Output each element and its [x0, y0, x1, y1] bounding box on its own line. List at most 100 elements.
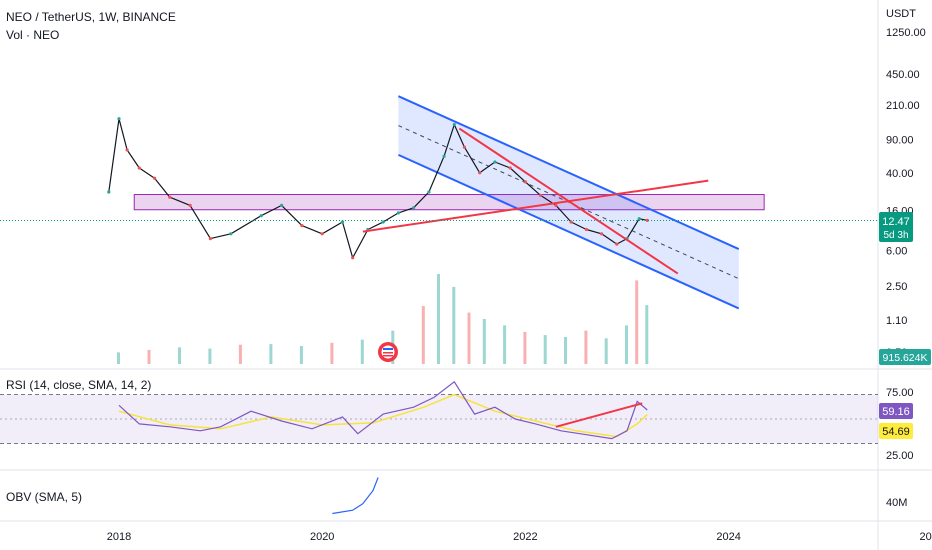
resistance-zone-layer[interactable] [133, 194, 765, 211]
price-point [427, 190, 431, 194]
obv-title[interactable]: OBV (SMA, 5) [6, 490, 83, 504]
price-point [554, 203, 558, 207]
price-tick-label: 90.00 [886, 135, 914, 147]
rsi-divergence-line [555, 402, 643, 428]
volume-bar [635, 280, 639, 364]
channel-lower-line [397, 153, 740, 310]
obv-series [332, 477, 379, 515]
volume-bar [299, 346, 303, 364]
price-point [381, 220, 385, 224]
rsi-value: 59.16 [882, 406, 910, 418]
price-tick-label: 2.50 [886, 281, 907, 293]
time-tick-label: 2022 [513, 531, 537, 543]
price-point [117, 117, 121, 121]
volume-bar [604, 338, 608, 364]
volume-bar [523, 331, 527, 364]
volume-bar [645, 305, 649, 364]
rsi-ma-value: 54.69 [882, 426, 910, 438]
price-point [615, 242, 619, 246]
last-price-badge: 12.47 5d 3h [879, 212, 913, 242]
volume-bars [117, 274, 649, 364]
trendline-up [362, 179, 709, 233]
price-tick-label: 1.10 [886, 315, 907, 327]
time-tick-label: 2018 [107, 531, 131, 543]
volume-bar [421, 306, 425, 364]
price-point [259, 214, 263, 218]
time-tick-label: 2020 [310, 531, 334, 543]
price-tick-label: 1250.00 [886, 27, 926, 39]
price-point [462, 145, 466, 149]
price-point [137, 166, 141, 170]
rsi-level-75: 75.00 [886, 387, 914, 399]
rsi-ma-badge: 54.69 [879, 423, 913, 439]
price-point [320, 232, 324, 236]
rsi-ma-line [118, 393, 648, 438]
channel-upper-line [397, 95, 740, 250]
volume-title[interactable]: Vol · NEO [6, 28, 60, 42]
volume-badge-value: 915.624K [883, 352, 928, 364]
volume-bar [467, 312, 471, 364]
rsi-level-25: 25.00 [886, 450, 914, 462]
price-point [523, 180, 528, 184]
resistance-zone [133, 194, 765, 211]
price-point [280, 203, 284, 207]
volume-bar [208, 348, 212, 364]
price-point [168, 195, 172, 199]
price-axis[interactable]: 1250.00450.00210.0090.0040.0016.006.002.… [886, 27, 926, 359]
volume-bar [269, 344, 273, 364]
price-point [508, 166, 512, 170]
trendlines[interactable] [362, 127, 709, 275]
price-point [229, 232, 233, 236]
currency-label: USDT [886, 8, 916, 20]
volume-bar [147, 349, 151, 364]
price-tick-label: 450.00 [886, 69, 920, 81]
price-point [584, 227, 589, 232]
price-tick-label: 6.00 [886, 245, 907, 257]
price-point [600, 232, 604, 236]
time-axis[interactable]: 20182020202220242026202820302032 [107, 531, 932, 543]
last-price-countdown: 5d 3h [883, 230, 908, 241]
price-point [340, 220, 345, 224]
volume-bar [360, 339, 364, 364]
last-price-value: 12.47 [882, 216, 910, 228]
volume-bar [503, 325, 507, 364]
price-point [300, 224, 304, 228]
volume-bar [564, 337, 567, 364]
volume-bar [625, 325, 628, 364]
price-point [351, 256, 355, 260]
rsi-title[interactable]: RSI (14, close, SMA, 14, 2) [6, 378, 152, 392]
price-tick-label: 40.00 [886, 168, 914, 180]
time-tick-label: 2026 [920, 531, 932, 543]
price-point [478, 171, 482, 175]
volume-bar [482, 319, 486, 364]
volume-bar [117, 352, 120, 364]
price-point [188, 203, 192, 207]
price-point [539, 193, 543, 197]
us-flag-event-icon[interactable] [378, 342, 398, 362]
time-tick-label: 2024 [716, 531, 740, 543]
obv-axis-label: 40M [886, 497, 907, 509]
price-point [153, 176, 157, 180]
price-tick-label: 210.00 [886, 100, 920, 112]
volume-bar [543, 335, 547, 364]
volume-bar [452, 286, 456, 364]
volume-bar [437, 274, 440, 364]
price-point [645, 218, 649, 222]
price-point [208, 237, 212, 241]
price-point [442, 154, 446, 158]
price-line [108, 118, 648, 259]
price-point [125, 148, 129, 152]
price-point [569, 220, 573, 224]
rsi-series [118, 380, 648, 440]
rsi-value-badge: 59.16 [879, 403, 913, 419]
price-point [493, 160, 497, 164]
price-point [396, 211, 400, 215]
price-point [412, 206, 416, 210]
price-point [452, 123, 456, 127]
symbol-title[interactable]: NEO / TetherUS, 1W, BINANCE [6, 10, 176, 24]
price-point [107, 190, 111, 194]
volume-bar [330, 342, 334, 364]
volume-bar [584, 330, 588, 364]
